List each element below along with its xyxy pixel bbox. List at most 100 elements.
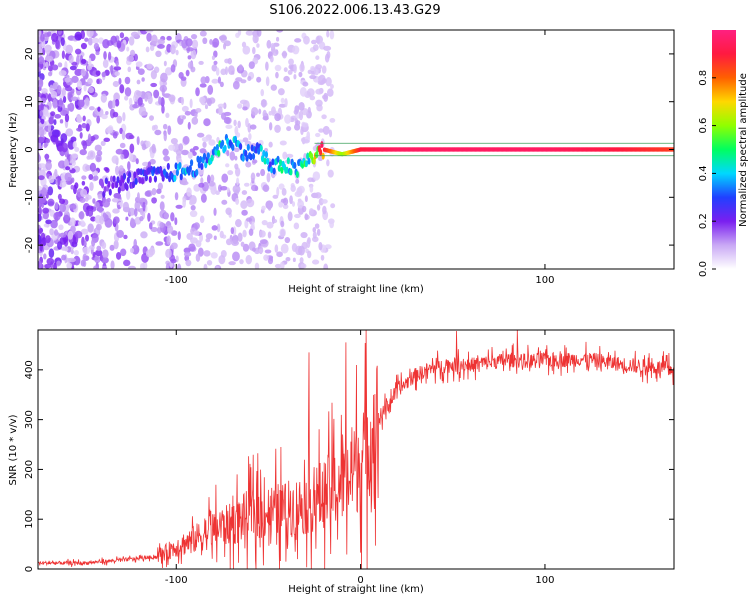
heatmap-cell xyxy=(252,34,259,44)
heatmap-cell xyxy=(296,186,303,196)
heatmap-ridge-cell xyxy=(188,165,192,173)
heatmap-ridge-cell xyxy=(134,177,138,185)
heatmap-cell xyxy=(105,126,114,134)
heatmap-cell xyxy=(112,208,118,214)
heatmap-cell xyxy=(118,165,124,172)
heatmap-cell xyxy=(84,196,89,202)
heatmap-cell xyxy=(298,110,304,121)
heatmap-cell xyxy=(252,46,256,55)
heatmap-cell xyxy=(293,63,297,74)
heatmap-cell xyxy=(270,42,275,50)
heatmap-cell xyxy=(322,125,330,135)
heatmap-cell xyxy=(298,101,305,111)
heatmap-cell xyxy=(181,105,189,112)
heatmap-cell xyxy=(47,186,54,196)
heatmap-ridge-cell xyxy=(293,162,297,170)
heatmap-cell xyxy=(230,227,235,235)
heatmap-cell xyxy=(208,139,216,146)
heatmap-cell xyxy=(123,234,128,240)
heatmap-cell xyxy=(71,75,79,84)
heatmap-cell xyxy=(88,106,95,111)
heatmap-cell xyxy=(219,230,224,239)
heatmap-cell xyxy=(38,234,42,245)
heatmap-cell xyxy=(304,213,309,221)
heatmap-cell xyxy=(224,66,228,76)
heatmap-cell xyxy=(70,184,74,190)
heatmap-cell xyxy=(330,84,334,89)
heatmap-cell xyxy=(256,76,262,83)
heatmap-ridge-cell xyxy=(128,171,132,179)
heatmap-cell xyxy=(223,42,227,50)
heatmap-cell xyxy=(326,88,334,97)
heatmap-cell xyxy=(283,67,288,73)
heatmap-cell xyxy=(198,182,205,188)
heatmap-cell xyxy=(159,221,165,228)
heatmap-cell xyxy=(317,75,322,82)
heatmap-cell xyxy=(260,89,265,97)
heatmap-cell xyxy=(205,237,211,243)
heatmap-cell xyxy=(126,55,135,62)
heatmap-cell xyxy=(128,152,134,162)
heatmap-cell xyxy=(280,243,289,254)
heatmap-cell xyxy=(58,224,64,231)
heatmap-cell xyxy=(92,198,96,204)
heatmap-ridge-cell xyxy=(117,186,121,194)
heatmap-cell xyxy=(233,147,240,153)
heatmap-cell xyxy=(306,88,315,97)
heatmap-cell xyxy=(232,80,240,90)
heatmap-ridge-cell xyxy=(289,168,293,176)
heatmap-cell xyxy=(240,79,247,84)
heatmap-cell xyxy=(321,65,327,74)
heatmap-cell xyxy=(147,95,153,105)
heatmap-ridge-cell xyxy=(206,152,210,160)
heatmap-ridge-cell xyxy=(126,176,130,184)
heatmap-cell xyxy=(285,153,294,158)
heatmap-cell xyxy=(57,193,62,201)
heatmap-cell xyxy=(119,32,125,39)
heatmap-cell xyxy=(188,243,196,252)
heatmap-cell xyxy=(235,197,240,205)
heatmap-cell xyxy=(142,161,150,167)
heatmap-cell xyxy=(137,97,143,106)
heatmap-cell xyxy=(227,57,232,65)
heatmap-cell xyxy=(124,76,131,85)
heatmap-cell xyxy=(95,249,103,257)
heatmap-cell xyxy=(39,110,43,117)
heatmap-cell xyxy=(107,100,114,110)
heatmap-cell xyxy=(96,150,103,157)
heatmap-cell xyxy=(187,151,193,159)
heatmap-cell xyxy=(95,154,102,163)
heatmap-cell xyxy=(71,241,78,248)
heatmap-ridge-cell xyxy=(140,177,145,185)
heatmap-cell xyxy=(163,60,167,67)
heatmap-cell xyxy=(112,111,119,118)
heatmap-cell xyxy=(269,55,274,63)
heatmap-cell xyxy=(96,78,100,84)
heatmap-cell xyxy=(60,37,65,46)
heatmap-cell xyxy=(235,219,242,228)
heatmap-cell xyxy=(136,136,140,146)
heatmap-cell xyxy=(59,236,67,245)
heatmap-cell xyxy=(326,30,330,38)
heatmap-ridge-cell xyxy=(147,166,151,174)
heatmap-ridge-cell xyxy=(116,176,120,184)
heatmap-ridge-cell xyxy=(246,143,250,151)
heatmap-cell xyxy=(312,231,317,239)
heatmap-cell xyxy=(162,148,169,156)
heatmap-cell xyxy=(101,256,109,264)
heatmap-cell xyxy=(74,182,79,190)
heatmap-ridge-cell xyxy=(210,154,214,162)
heatmap-ridge-cell xyxy=(144,174,148,182)
heatmap-cell xyxy=(251,221,255,230)
heatmap-cell xyxy=(137,68,145,75)
heatmap-ridge-cell xyxy=(250,144,254,152)
heatmap-cell xyxy=(295,178,300,184)
heatmap-cell xyxy=(48,175,55,184)
heatmap-cell xyxy=(83,240,87,247)
heatmap-cell xyxy=(74,230,83,239)
x-tick-label: -100 xyxy=(165,575,188,586)
heatmap-cell xyxy=(79,132,83,139)
heatmap-cell xyxy=(212,38,220,48)
heatmap-cell xyxy=(82,253,87,263)
